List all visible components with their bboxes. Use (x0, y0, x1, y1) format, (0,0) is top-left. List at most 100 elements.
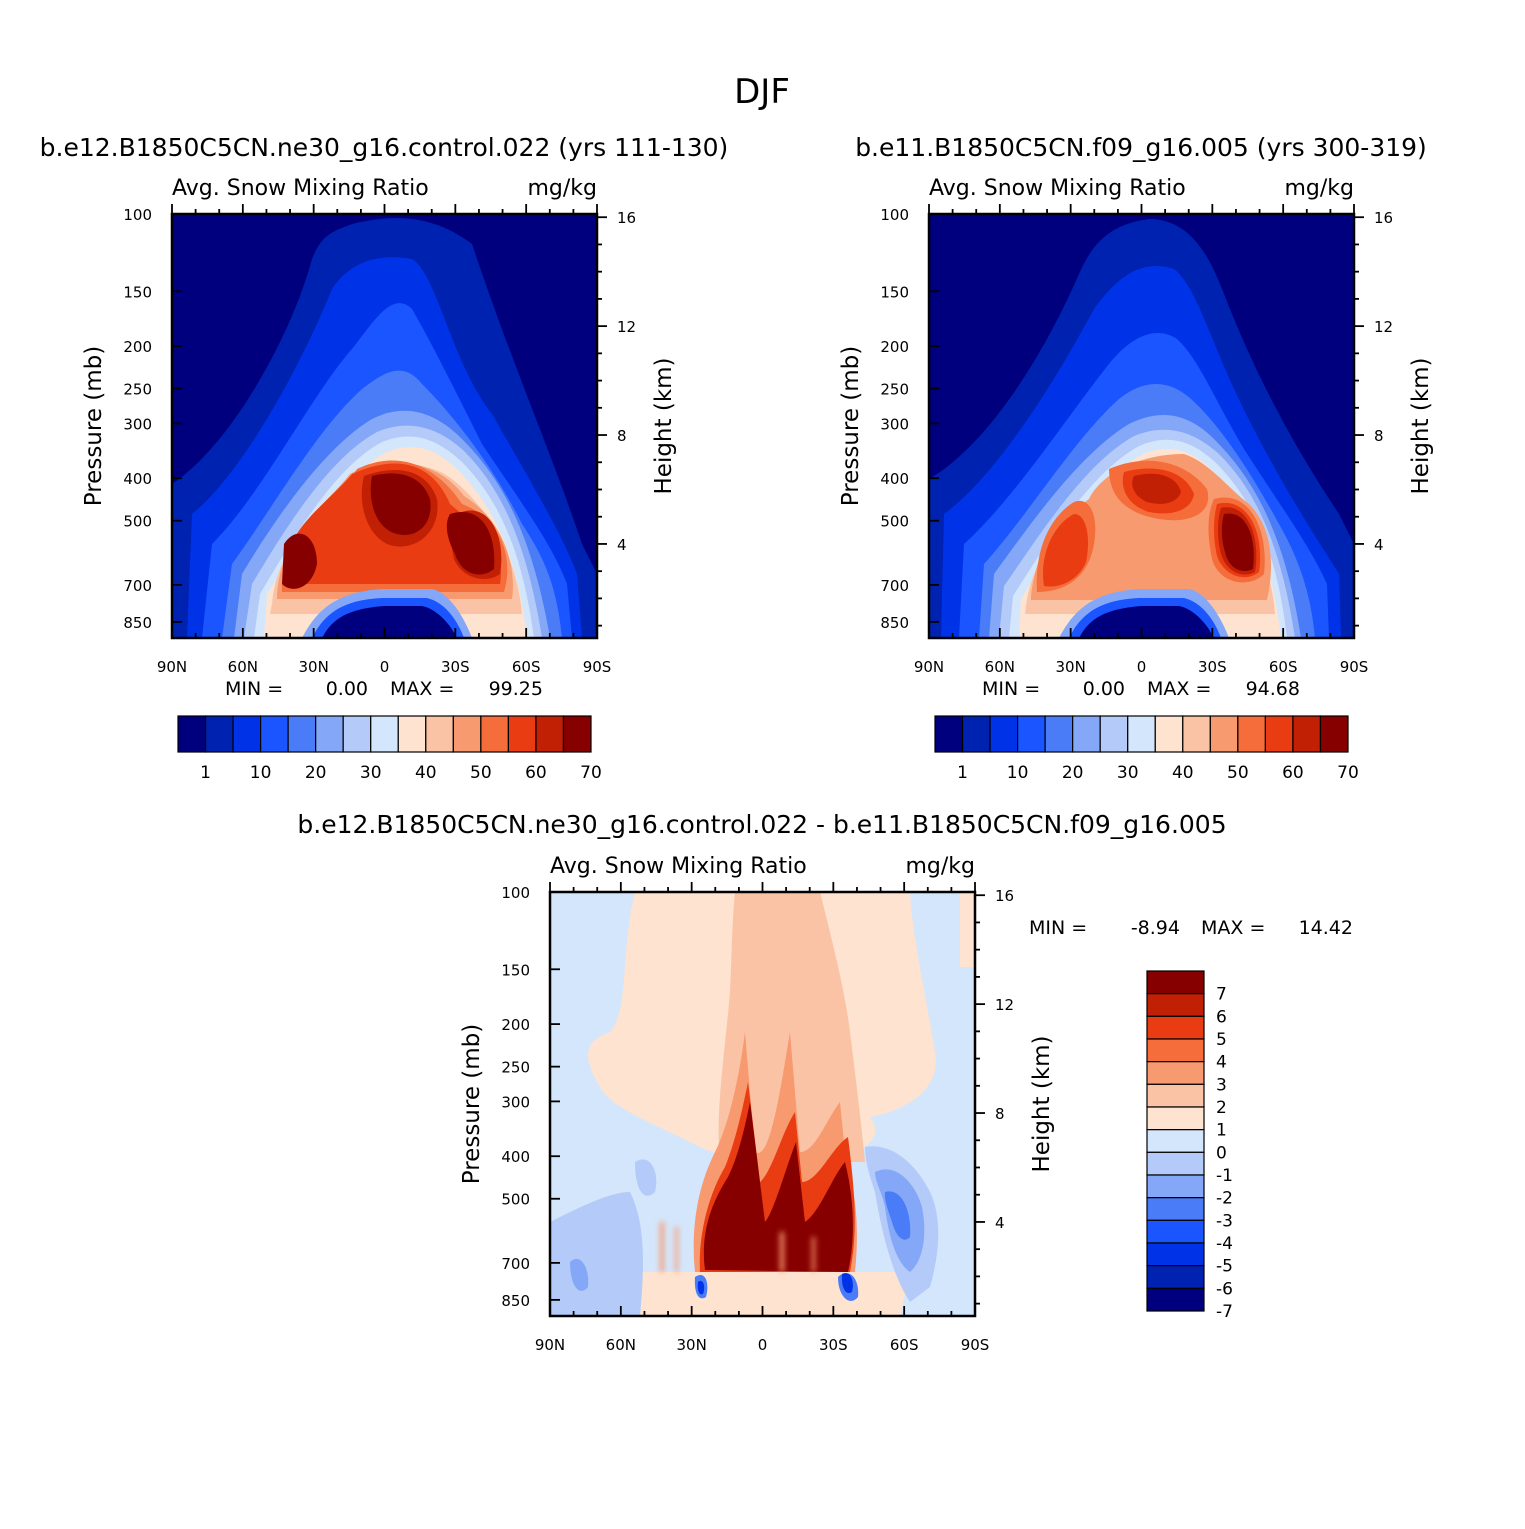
colorbar-label: 40 (1172, 763, 1194, 783)
colorbar-swatch (425, 715, 454, 753)
y2-tick-label: 16 (1374, 209, 1393, 227)
colorbar-label: 20 (305, 763, 327, 783)
colorbar-swatch (1072, 715, 1101, 753)
y-tick-label: 300 (880, 415, 909, 433)
p2-band-14 (1221, 513, 1254, 571)
y2-tick-label: 4 (1374, 536, 1384, 554)
x-tick-label: 90S (1340, 658, 1369, 676)
colorbar-label: 1 (957, 763, 968, 783)
colorbar-swatch (1209, 715, 1239, 753)
colorbar-swatch (1127, 715, 1156, 753)
panel-1-min-label: MIN = (225, 678, 283, 700)
x-tick-label: 0 (380, 658, 390, 676)
panel-2-units-label: mg/kg (1284, 176, 1354, 201)
panel-1-max-label: MAX = (390, 678, 454, 700)
x-tick-label: 60S (1269, 658, 1298, 676)
colorbar-swatch (1146, 1015, 1205, 1040)
colorbar-label: 0 (1216, 1143, 1227, 1163)
p3-band-pos1 (718, 892, 865, 1162)
colorbar-label: 70 (1337, 763, 1359, 783)
y2-tick-label: 16 (617, 209, 636, 227)
y2-tick-label: 8 (617, 427, 627, 445)
colorbar-swatch (315, 715, 344, 753)
y-tick-label: 250 (501, 1059, 530, 1077)
panel-2-y-label: Pressure (mb) (838, 346, 864, 506)
panel-3-units-label: mg/kg (905, 854, 975, 879)
y-tick-label: 100 (123, 206, 152, 224)
y-tick-label: 250 (880, 381, 909, 399)
colorbar-label: 1 (1216, 1121, 1227, 1141)
x-tick-label: 0 (1137, 658, 1147, 676)
y-tick-label: 500 (880, 513, 909, 531)
panel-1-y2-axis: 16 12 8 4 (597, 209, 636, 627)
colorbar-swatch (287, 715, 317, 753)
colorbar-label: 10 (250, 763, 272, 783)
y-tick-label: 700 (501, 1255, 530, 1273)
main-title: DJF (734, 72, 790, 112)
y-tick-label: 150 (880, 283, 909, 301)
p2-surface-band-dark (1079, 606, 1214, 638)
colorbar-swatch (1146, 1061, 1205, 1085)
colorbar-label: 2 (1216, 1098, 1227, 1118)
panel-1-plot (172, 214, 597, 638)
panel-3-title: b.e12.B1850C5CN.ne30_g16.control.022 - b… (297, 810, 1226, 839)
colorbar-swatch (1146, 1129, 1205, 1153)
y-tick-label: 500 (501, 1191, 530, 1209)
colorbar-swatch (397, 715, 427, 753)
panel-1-colorbar: 1 10 20 30 40 50 60 70 (177, 715, 602, 783)
y2-tick-label: 16 (995, 887, 1014, 905)
colorbar-swatch (1182, 715, 1211, 753)
x-tick-label: 30S (819, 1336, 848, 1354)
y-tick-label: 150 (123, 283, 152, 301)
colorbar-label: -5 (1216, 1257, 1233, 1277)
colorbar-swatch (1146, 1174, 1205, 1199)
y-tick-label: 250 (123, 381, 152, 399)
x-tick-label: 60S (890, 1336, 919, 1354)
colorbar-label: -7 (1216, 1302, 1233, 1322)
panel-2: b.e11.B1850C5CN.f09_g16.005 (yrs 300-319… (838, 133, 1434, 783)
panel-2-y-axis: 100 150 200 250 300 400 500 700 850 (880, 206, 939, 632)
panel-1-y2-label: Height (km) (651, 357, 677, 494)
colorbar-swatch (562, 715, 592, 753)
y2-tick-label: 4 (995, 1214, 1005, 1232)
x-tick-label: 90N (157, 658, 187, 676)
panel-2-min-label: MIN = (982, 678, 1040, 700)
colorbar-label: -2 (1216, 1189, 1233, 1209)
y-tick-label: 850 (501, 1292, 530, 1310)
colorbar-label: -6 (1216, 1279, 1233, 1299)
x-tick-label: 0 (758, 1336, 768, 1354)
panel-3-colorbar: 76 5 43 2 10 -1 -2-3 -4 -5-6 -7 (1146, 970, 1233, 1322)
colorbar-swatch (1146, 970, 1205, 995)
colorbar-label: 60 (1282, 763, 1304, 783)
colorbar-swatch (1146, 1083, 1205, 1108)
colorbar-swatch (507, 715, 537, 753)
panel-3-x-axis: 90N 60N 30N 0 30S 60S 90S (535, 882, 989, 1354)
y-tick-label: 500 (123, 513, 152, 531)
x-tick-label: 30S (441, 658, 470, 676)
y-tick-label: 200 (880, 338, 909, 356)
x-tick-label: 30N (677, 1336, 707, 1354)
y-tick-label: 150 (501, 961, 530, 979)
y-tick-label: 300 (501, 1093, 530, 1111)
y-tick-label: 200 (501, 1016, 530, 1034)
panel-3-min-value: -8.94 (1131, 917, 1180, 939)
colorbar-swatch (961, 715, 991, 753)
colorbar-label: -4 (1216, 1234, 1233, 1254)
colorbar-swatch (934, 715, 964, 753)
x-tick-label: 60N (606, 1336, 636, 1354)
colorbar-label: 10 (1007, 763, 1029, 783)
colorbar-swatch (204, 715, 234, 753)
panel-1-title: b.e12.B1850C5CN.ne30_g16.control.022 (yr… (40, 133, 729, 162)
colorbar-swatch (1264, 715, 1294, 753)
y-tick-label: 850 (880, 614, 909, 632)
colorbar-label: 30 (360, 763, 382, 783)
x-tick-label: 90N (914, 658, 944, 676)
panel-2-colorbar: 1 10 20 30 40 50 60 70 (934, 715, 1359, 783)
panel-1-units-label: mg/kg (527, 176, 597, 201)
y2-tick-label: 8 (995, 1105, 1005, 1123)
panel-2-variable-label: Avg. Snow Mixing Ratio (929, 176, 1186, 201)
panel-3: b.e12.B1850C5CN.ne30_g16.control.022 - b… (297, 810, 1353, 1354)
x-tick-label: 60N (228, 658, 258, 676)
colorbar-swatch (1146, 993, 1205, 1017)
p3-noise-streaks (660, 1222, 815, 1272)
